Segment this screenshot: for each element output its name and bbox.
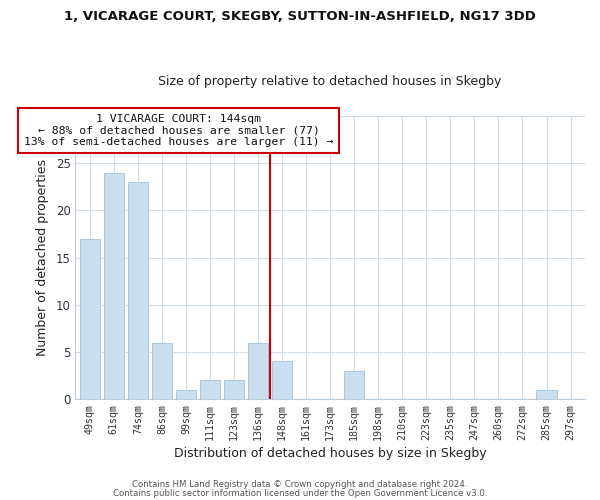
Bar xyxy=(80,238,100,399)
Bar xyxy=(152,342,172,399)
Title: Size of property relative to detached houses in Skegby: Size of property relative to detached ho… xyxy=(158,76,502,88)
Bar xyxy=(272,362,292,399)
Y-axis label: Number of detached properties: Number of detached properties xyxy=(35,159,49,356)
Bar xyxy=(536,390,557,399)
Text: Contains HM Land Registry data © Crown copyright and database right 2024.: Contains HM Land Registry data © Crown c… xyxy=(132,480,468,489)
Bar xyxy=(200,380,220,399)
Bar xyxy=(224,380,244,399)
Text: 1, VICARAGE COURT, SKEGBY, SUTTON-IN-ASHFIELD, NG17 3DD: 1, VICARAGE COURT, SKEGBY, SUTTON-IN-ASH… xyxy=(64,10,536,23)
Bar xyxy=(128,182,148,399)
Text: 1 VICARAGE COURT: 144sqm
← 88% of detached houses are smaller (77)
13% of semi-d: 1 VICARAGE COURT: 144sqm ← 88% of detach… xyxy=(24,114,334,147)
Bar xyxy=(344,371,364,399)
X-axis label: Distribution of detached houses by size in Skegby: Distribution of detached houses by size … xyxy=(174,447,487,460)
Text: Contains public sector information licensed under the Open Government Licence v3: Contains public sector information licen… xyxy=(113,488,487,498)
Bar xyxy=(248,342,268,399)
Bar xyxy=(104,172,124,399)
Bar xyxy=(176,390,196,399)
